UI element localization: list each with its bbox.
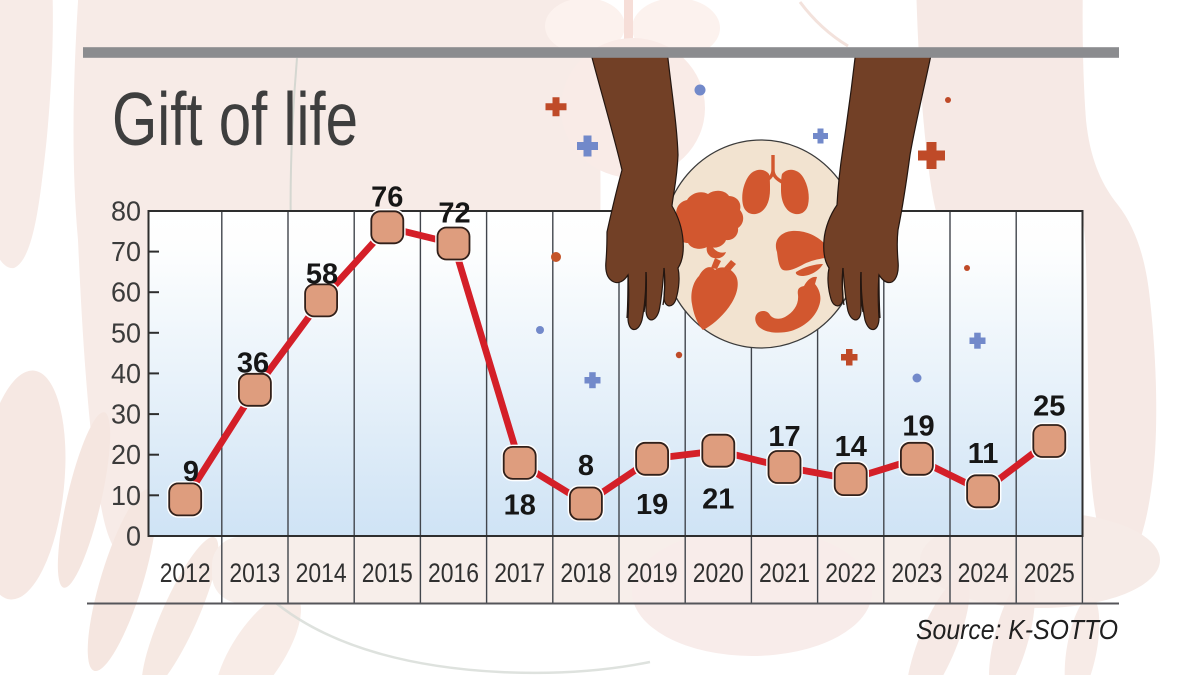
svg-text:2015: 2015: [362, 558, 413, 588]
svg-text:20: 20: [111, 439, 141, 470]
svg-text:72: 72: [438, 198, 470, 230]
svg-text:8: 8: [578, 450, 594, 482]
svg-text:0: 0: [126, 520, 141, 551]
svg-text:2020: 2020: [693, 558, 744, 588]
svg-text:2012: 2012: [160, 558, 211, 588]
svg-text:2018: 2018: [560, 558, 611, 588]
svg-text:2019: 2019: [627, 558, 678, 588]
svg-text:17: 17: [768, 421, 800, 453]
svg-text:10: 10: [111, 480, 141, 511]
svg-text:50: 50: [111, 317, 141, 348]
svg-text:80: 80: [111, 196, 141, 227]
svg-text:70: 70: [111, 236, 141, 267]
svg-text:Gift of life: Gift of life: [112, 77, 358, 161]
svg-text:60: 60: [111, 277, 141, 308]
svg-text:2021: 2021: [759, 558, 810, 588]
svg-text:2025: 2025: [1024, 558, 1075, 588]
svg-text:21: 21: [702, 484, 734, 516]
svg-text:19: 19: [636, 489, 668, 521]
svg-text:2014: 2014: [296, 558, 347, 588]
svg-text:18: 18: [504, 490, 536, 522]
svg-text:76: 76: [371, 182, 403, 214]
svg-text:2024: 2024: [958, 558, 1009, 588]
svg-text:40: 40: [111, 358, 141, 389]
svg-text:30: 30: [111, 399, 141, 430]
svg-text:14: 14: [835, 431, 867, 463]
svg-text:9: 9: [183, 456, 199, 488]
svg-text:19: 19: [902, 411, 934, 443]
svg-text:2017: 2017: [494, 558, 545, 588]
svg-text:58: 58: [306, 259, 338, 291]
svg-text:2016: 2016: [428, 558, 479, 588]
svg-text:2022: 2022: [825, 558, 876, 588]
svg-text:36: 36: [237, 348, 269, 380]
svg-text:25: 25: [1033, 391, 1065, 423]
svg-text:2023: 2023: [891, 558, 942, 588]
svg-text:Source: K-SOTTO: Source: K-SOTTO: [916, 614, 1118, 645]
svg-text:11: 11: [968, 438, 999, 470]
svg-text:2013: 2013: [229, 558, 280, 588]
